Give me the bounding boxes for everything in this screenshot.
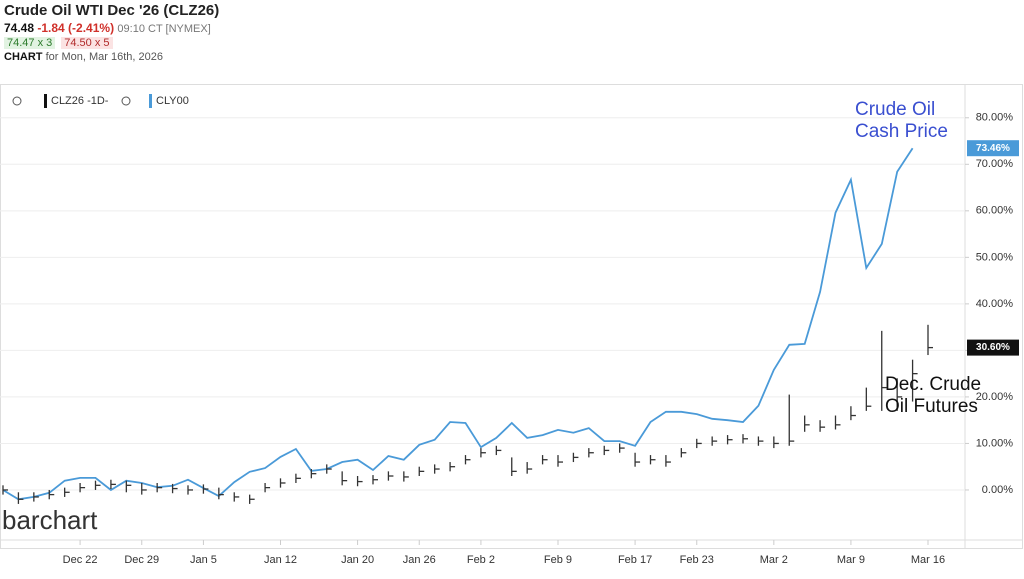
change: -1.84 (-2.41%) <box>37 21 115 35</box>
date: for Mon, Mar 16th, 2026 <box>45 51 163 63</box>
x-tick-label: Jan 26 <box>403 554 436 566</box>
x-tick-label: Mar 9 <box>837 554 865 566</box>
y-tick-label: 0.00% <box>982 484 1013 496</box>
last-value-tag <box>967 339 1019 356</box>
header: Crude Oil WTI Dec '26 (CLZ26) 74.48 -1.8… <box>4 2 219 63</box>
bid: 74.47 x 3 <box>4 37 56 49</box>
chart-date: CHART for Mon, Mar 16th, 2026 <box>4 51 219 63</box>
x-tick-label: Dec 22 <box>63 554 98 566</box>
y-tick-label: 60.00% <box>976 205 1014 217</box>
x-tick-label: Feb 2 <box>467 554 495 566</box>
time: 09:10 CT [NYMEX] <box>117 23 211 35</box>
y-tick-label: 10.00% <box>976 437 1014 449</box>
legend-swatch <box>44 94 47 108</box>
y-tick-label: 40.00% <box>976 298 1014 310</box>
annotation: Dec. Crude <box>885 374 981 395</box>
annotation: Oil Futures <box>885 396 978 417</box>
x-tick-label: Jan 12 <box>264 554 297 566</box>
x-tick-label: Jan 20 <box>341 554 374 566</box>
eye-icon <box>12 96 22 106</box>
y-tick-label: 20.00% <box>976 391 1014 403</box>
last-value-label: 73.46% <box>976 143 1010 154</box>
annotation: Crude Oil <box>855 99 935 120</box>
x-tick-label: Mar 16 <box>911 554 945 566</box>
legend-swatch <box>149 94 152 108</box>
last-value-label: 30.60% <box>976 342 1010 353</box>
y-tick-label: 80.00% <box>976 112 1014 124</box>
eye-icon <box>121 96 131 106</box>
legend-label: CLZ26 -1D- <box>51 95 109 107</box>
annotation: Cash Price <box>855 121 948 142</box>
last-price: 74.48 <box>4 21 35 35</box>
x-tick-label: Jan 5 <box>190 554 217 566</box>
legend-label: CLY00 <box>156 95 189 107</box>
y-tick-label: 70.00% <box>976 158 1014 170</box>
title: Crude Oil WTI Dec '26 (CLZ26) <box>4 2 220 19</box>
x-tick-label: Feb 23 <box>680 554 714 566</box>
legend: CLZ26 -1D- CLY00 <box>12 94 189 108</box>
bid-ask: 74.47 x 3 74.50 x 5 <box>4 37 219 49</box>
watermark: barchart <box>2 505 98 535</box>
y-tick-label: 50.00% <box>976 251 1014 263</box>
chart-frame <box>0 84 1023 549</box>
ask: 74.50 x 5 <box>61 37 113 49</box>
quote: 74.48 -1.84 (-2.41%) 09:10 CT [NYMEX] <box>4 21 219 35</box>
x-tick-label: Feb 9 <box>544 554 572 566</box>
chart-label: CHART <box>4 51 43 63</box>
last-value-tag <box>967 140 1019 157</box>
x-tick-label: Dec 29 <box>124 554 159 566</box>
cash-price-line <box>2 147 914 501</box>
x-tick-label: Mar 2 <box>760 554 788 566</box>
x-tick-label: Feb 17 <box>618 554 652 566</box>
